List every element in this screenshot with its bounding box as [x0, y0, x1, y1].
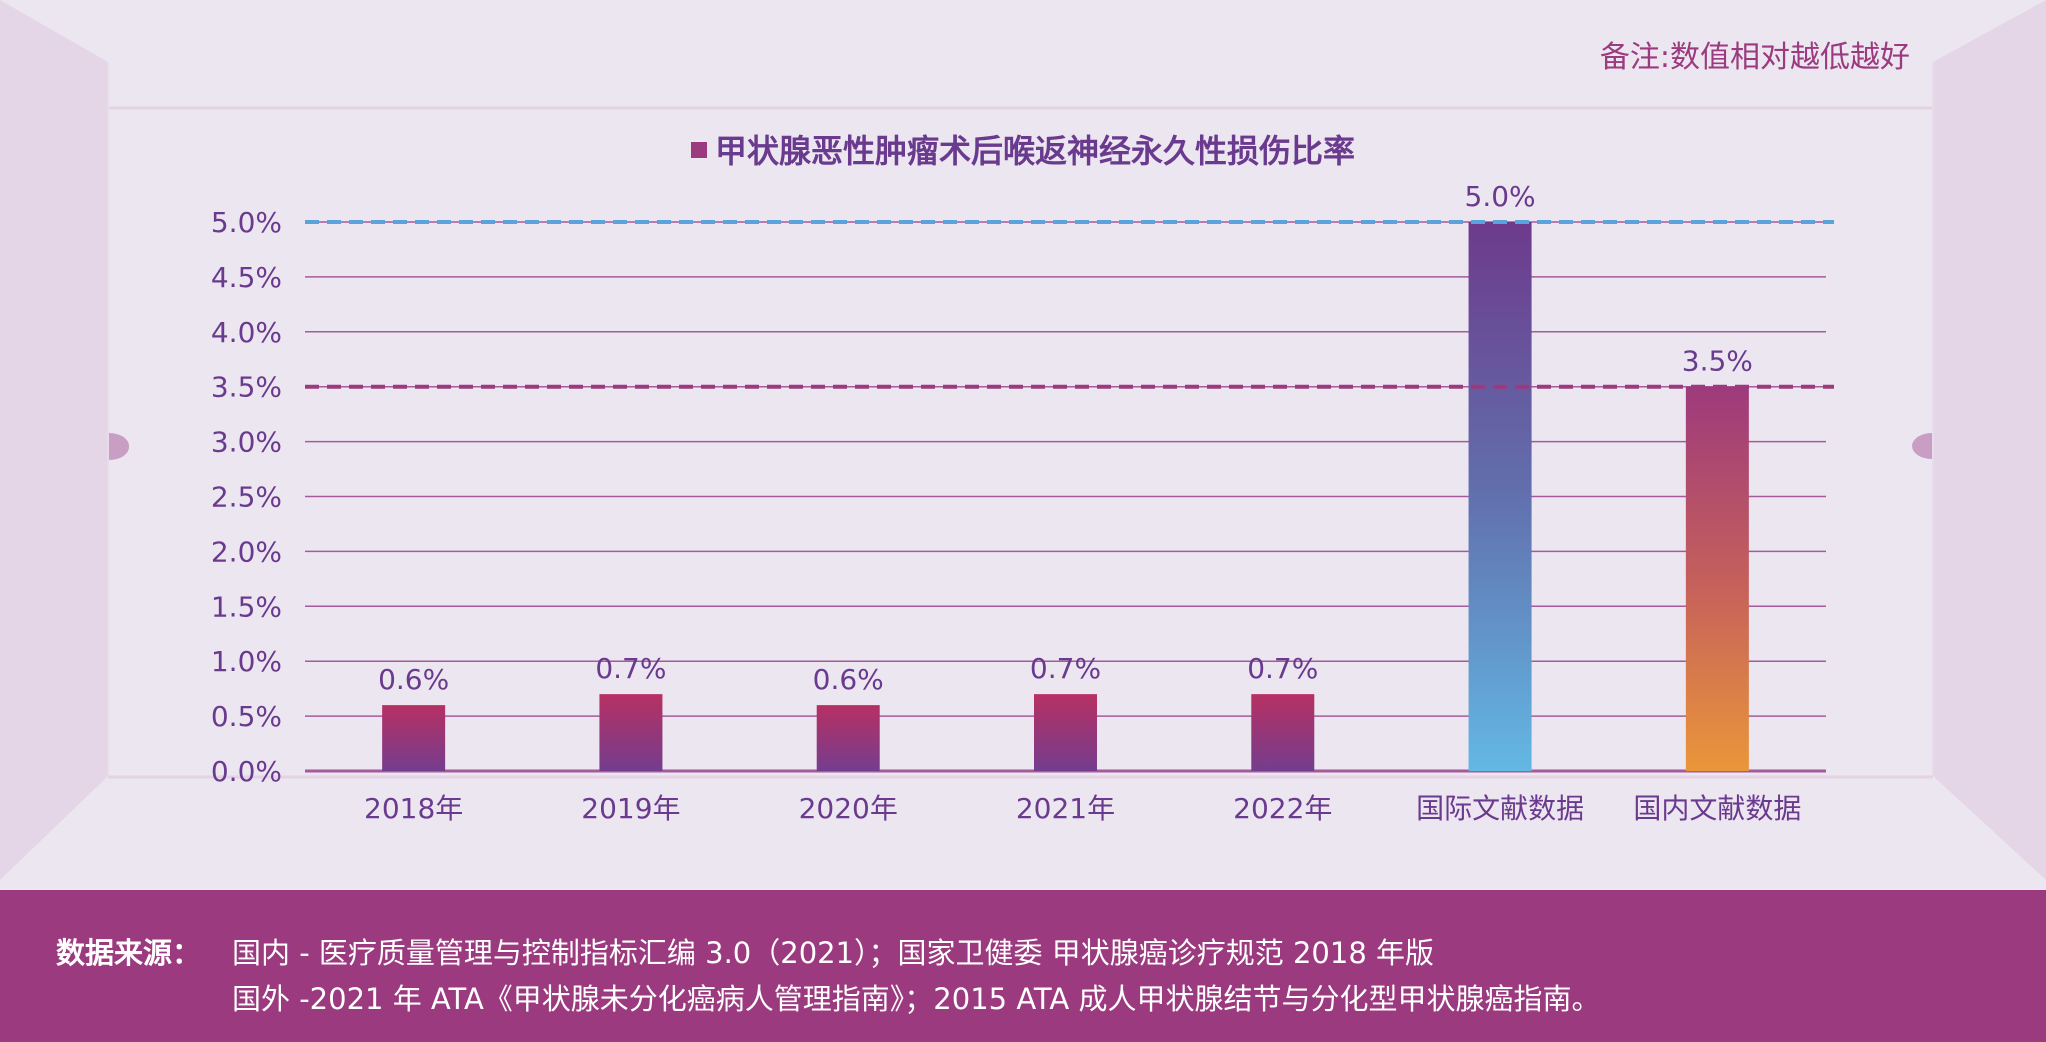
source-line-international: 国外 -2021 年 ATA《甲状腺未分化癌病人管理指南》；2015 ATA 成… [232, 982, 1601, 1016]
right-side-panel [1933, 0, 2046, 880]
bar [1034, 694, 1097, 771]
x-tick-label: 国际文献数据 [1416, 792, 1584, 825]
y-tick-label: 0.5% [211, 700, 282, 733]
bar [1251, 694, 1315, 771]
x-tick-label: 2019年 [581, 792, 680, 825]
right-tab-half [1912, 433, 1932, 459]
y-tick-label: 2.5% [211, 481, 282, 514]
data-label: 5.0% [1465, 180, 1536, 213]
bar [599, 694, 663, 771]
source-line-domestic: 国内 - 医疗质量管理与控制指标汇编 3.0（2021）；国家卫健委 甲状腺癌诊… [232, 936, 1435, 970]
source-footer: 数据来源： 国内 - 医疗质量管理与控制指标汇编 3.0（2021）；国家卫健委… [0, 890, 2046, 1042]
bar [1468, 222, 1532, 771]
y-tick-label: 0.0% [211, 755, 282, 788]
bar [382, 705, 446, 771]
y-tick-label: 4.0% [211, 316, 282, 349]
y-tick-label: 1.0% [211, 645, 282, 678]
y-tick-label: 3.0% [211, 426, 282, 459]
data-label: 0.7% [1247, 652, 1318, 685]
x-tick-label: 2021年 [1016, 792, 1115, 825]
x-tick-label: 2020年 [799, 792, 898, 825]
y-tick-label: 4.5% [211, 261, 282, 294]
background-frame [0, 0, 2046, 880]
data-label: 0.6% [378, 663, 449, 696]
bar [816, 705, 880, 771]
chart-legend: 甲状腺恶性肿瘤术后喉返神经永久性损伤比率 [0, 126, 2046, 172]
y-tick-label: 1.5% [211, 590, 282, 623]
data-label: 0.7% [595, 652, 666, 685]
x-tick-label: 国内文献数据 [1633, 792, 1801, 825]
y-tick-label: 2.0% [211, 535, 282, 568]
source-label: 数据来源： [56, 936, 202, 970]
data-label: 3.5% [1682, 345, 1753, 378]
data-label: 0.6% [813, 663, 884, 696]
bar [1685, 386, 1749, 771]
x-tick-label: 2018年 [364, 792, 463, 825]
legend-label: 甲状腺恶性肿瘤术后喉返神经永久性损伤比率 [714, 132, 1355, 170]
left-side-panel [0, 0, 108, 880]
bar-chart: 0.0% 0.5% 1.0% 1.5% 2.0% 2.5% 3.0% 3.5% 4.0% 4.5%… [211, 180, 1834, 825]
y-tick-label: 5.0% [211, 206, 282, 239]
legend-swatch [690, 142, 707, 158]
x-tick-label: 2022年 [1233, 792, 1332, 825]
data-label: 0.7% [1030, 652, 1101, 685]
left-tab-half [109, 433, 129, 459]
note-text: 备注:数值相对越低越好 [1599, 40, 1910, 75]
y-tick-label: 3.5% [211, 371, 282, 404]
